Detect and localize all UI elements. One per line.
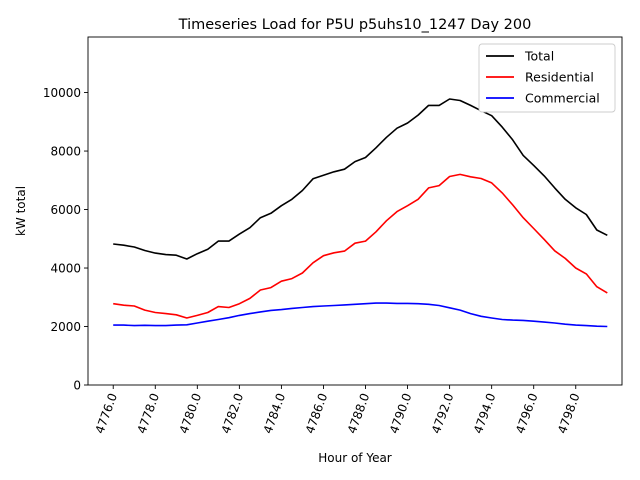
plot-frame [87, 36, 623, 386]
series-line-commercial [113, 302, 608, 328]
y-tick-label: 6000 [50, 203, 81, 217]
series-line-total [113, 98, 608, 260]
y-axis-label: kW total [14, 186, 28, 236]
legend-label-commercial: Commercial [525, 91, 600, 106]
y-tick-label: 10000 [43, 86, 81, 100]
y-axis: 0 2000 4000 6000 8000 10000 [43, 86, 88, 393]
legend: Total Residential Commercial [478, 43, 616, 113]
legend-label-total: Total [524, 49, 554, 64]
series-line-residential [113, 173, 608, 319]
y-tick-label: 2000 [50, 320, 81, 334]
y-tick-label: 0 [73, 379, 81, 393]
x-axis-label: Hour of Year [318, 451, 392, 465]
series-lines [113, 98, 608, 328]
y-tick-label: 8000 [50, 145, 81, 159]
legend-box [478, 43, 616, 113]
chart-title: Timeseries Load for P5U p5uhs10_1247 Day… [178, 17, 532, 33]
y-tick-label: 4000 [50, 262, 81, 276]
legend-label-residential: Residential [525, 70, 594, 85]
